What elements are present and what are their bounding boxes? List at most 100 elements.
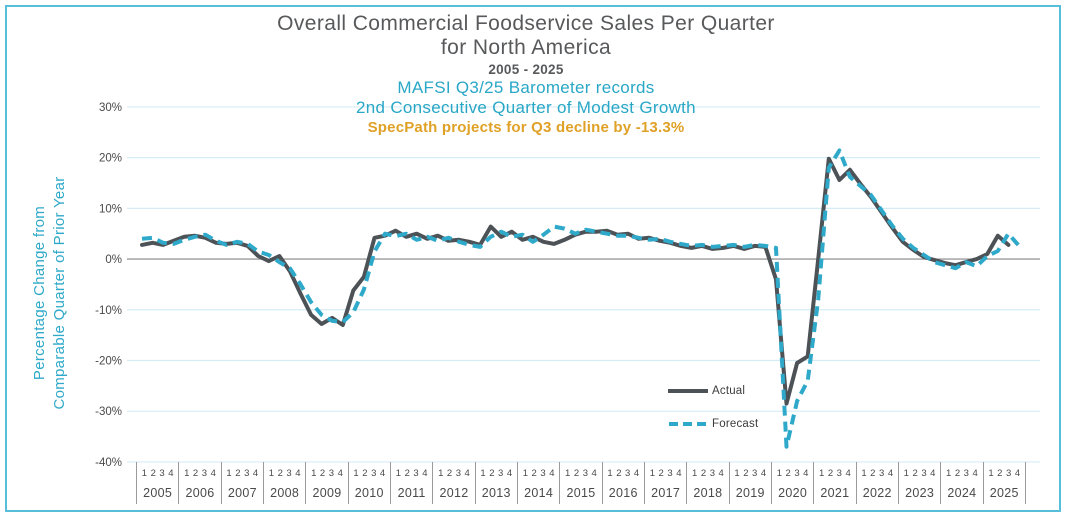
quarter-tick-label: 2 xyxy=(870,468,876,479)
quarter-tick-label: 4 xyxy=(972,468,978,479)
quarter-tick-label: 1 xyxy=(649,468,655,479)
y-axis-title: Percentage Change from Comparable Quarte… xyxy=(30,113,74,473)
quarter-tick-label: 2 xyxy=(997,468,1003,479)
quarter-tick-label: 1 xyxy=(692,468,698,479)
quarter-tick-label: 4 xyxy=(803,468,809,479)
quarter-tick-label: 2 xyxy=(192,468,199,479)
quarter-tick-label: 1 xyxy=(353,468,359,479)
year-cell-2007: 1 2 3 4 2007 xyxy=(220,462,263,504)
chart-title-line1: Overall Commercial Foodservice Sales Per… xyxy=(277,12,775,35)
quarter-tick-label: 3 xyxy=(582,468,588,479)
year-cell-2013: 1 2 3 4 2013 xyxy=(474,462,517,504)
quarter-tick-label: 1 xyxy=(776,468,782,479)
year-tick-label: 2008 xyxy=(270,486,300,500)
quarter-tick-label: 3 xyxy=(540,468,546,479)
y-axis-title-line2: Comparable Quarter of Prior Year xyxy=(51,176,69,410)
quarter-tick-label: 2 xyxy=(404,468,410,479)
year-cell-2006: 1 2 3 4 2006 xyxy=(178,462,220,504)
x-axis-table: 1 2 3 4 2005 1 2 3 4 2006 1 2 3 4 2007 1 2 3 4 2008 1 2 3 4 2009… xyxy=(136,462,1026,504)
y-tick-label: 10% xyxy=(99,203,122,215)
quarter-tick-label: 1 xyxy=(734,468,740,479)
quarter-tick-label: 1 xyxy=(184,468,190,479)
quarter-tick-label: 1 xyxy=(988,468,994,479)
year-tick-label: 2009 xyxy=(312,486,342,500)
quarter-tick-label: 3 xyxy=(498,468,504,479)
quarter-tick-label: 1 xyxy=(268,468,275,479)
quarter-tick-label: 4 xyxy=(295,468,301,479)
quarter-tick-label: 3 xyxy=(963,468,969,479)
year-cell-2018: 1 2 3 4 2018 xyxy=(686,462,728,504)
year-tick-label: 2007 xyxy=(227,486,257,500)
quarter-tick-label: 2 xyxy=(235,468,241,479)
legend-item-actual: Actual xyxy=(668,382,758,400)
year-tick-label: 2020 xyxy=(778,486,808,500)
chart-highlight-line1: MAFSI Q3/25 Barometer records xyxy=(397,78,655,98)
quarter-tick-label: 4 xyxy=(718,468,724,479)
legend-label-forecast: Forecast xyxy=(712,418,759,430)
y-tick-label: -10% xyxy=(95,305,122,317)
quarter-tick-label: 4 xyxy=(252,468,259,479)
forecast-line-swatch-icon xyxy=(669,422,707,426)
quarter-tick-label: 1 xyxy=(946,468,952,479)
quarter-tick-label: 2 xyxy=(573,468,580,479)
quarter-tick-label: 3 xyxy=(667,468,673,479)
year-cell-2017: 1 2 3 4 2017 xyxy=(643,462,686,504)
chart-title-line2: for North America xyxy=(440,35,612,59)
quarter-tick-label: 2 xyxy=(743,468,749,479)
quarter-tick-label: 4 xyxy=(168,468,174,479)
year-cell-2020: 1 2 3 4 2020 xyxy=(770,462,813,504)
year-tick-label: 2005 xyxy=(143,486,173,500)
actual-line xyxy=(140,156,1011,406)
year-tick-label: 2025 xyxy=(989,486,1019,500)
quarter-tick-label: 3 xyxy=(709,468,715,479)
year-cell-2015: 1 2 3 4 2015 xyxy=(559,462,601,504)
year-cell-2005: 1 2 3 4 2005 xyxy=(136,462,178,504)
year-tick-label: 2024 xyxy=(947,486,977,500)
quarter-tick-label: 4 xyxy=(464,468,470,479)
quarter-tick-label: 2 xyxy=(531,468,537,479)
y-tick-label: -30% xyxy=(95,406,122,418)
year-tick-label: 2021 xyxy=(820,486,850,500)
year-cell-2014: 1 2 3 4 2014 xyxy=(516,462,559,504)
chart-subtitle-years: 2005 - 2025 xyxy=(488,62,564,78)
quarter-tick-label: 4 xyxy=(210,468,216,479)
forecast-line xyxy=(141,148,1021,449)
chart-highlight-line2: 2nd Consecutive Quarter of Modest Growth xyxy=(356,98,696,118)
quarter-tick-label: 3 xyxy=(752,468,758,479)
year-cell-2025: 1 2 3 4 2025 xyxy=(982,462,1025,504)
quarter-tick-label: 4 xyxy=(591,468,597,479)
year-cell-2010: 1 2 3 4 2010 xyxy=(347,462,390,504)
quarter-tick-label: 2 xyxy=(150,468,156,479)
quarter-tick-label: 4 xyxy=(760,468,767,479)
quarter-tick-label: 4 xyxy=(1014,468,1021,479)
quarter-tick-label: 3 xyxy=(836,468,842,479)
year-tick-label: 2023 xyxy=(905,486,935,500)
quarter-tick-label: 1 xyxy=(819,468,825,479)
quarter-tick-label: 2 xyxy=(700,468,707,479)
quarter-tick-label: 3 xyxy=(413,468,419,479)
year-tick-label: 2019 xyxy=(735,486,765,500)
y-tick-label: -40% xyxy=(95,457,122,469)
year-cell-2024: 1 2 3 4 2024 xyxy=(940,462,982,504)
quarter-tick-label: 1 xyxy=(903,468,909,479)
quarter-tick-label: 1 xyxy=(565,468,571,479)
quarter-tick-label: 2 xyxy=(785,468,791,479)
quarter-tick-label: 3 xyxy=(159,468,165,479)
year-cell-2021: 1 2 3 4 2021 xyxy=(813,462,855,504)
quarter-tick-label: 1 xyxy=(607,468,613,479)
quarter-tick-label: 3 xyxy=(371,468,377,479)
year-tick-label: 2018 xyxy=(693,486,723,500)
quarter-tick-label: 3 xyxy=(879,468,885,479)
